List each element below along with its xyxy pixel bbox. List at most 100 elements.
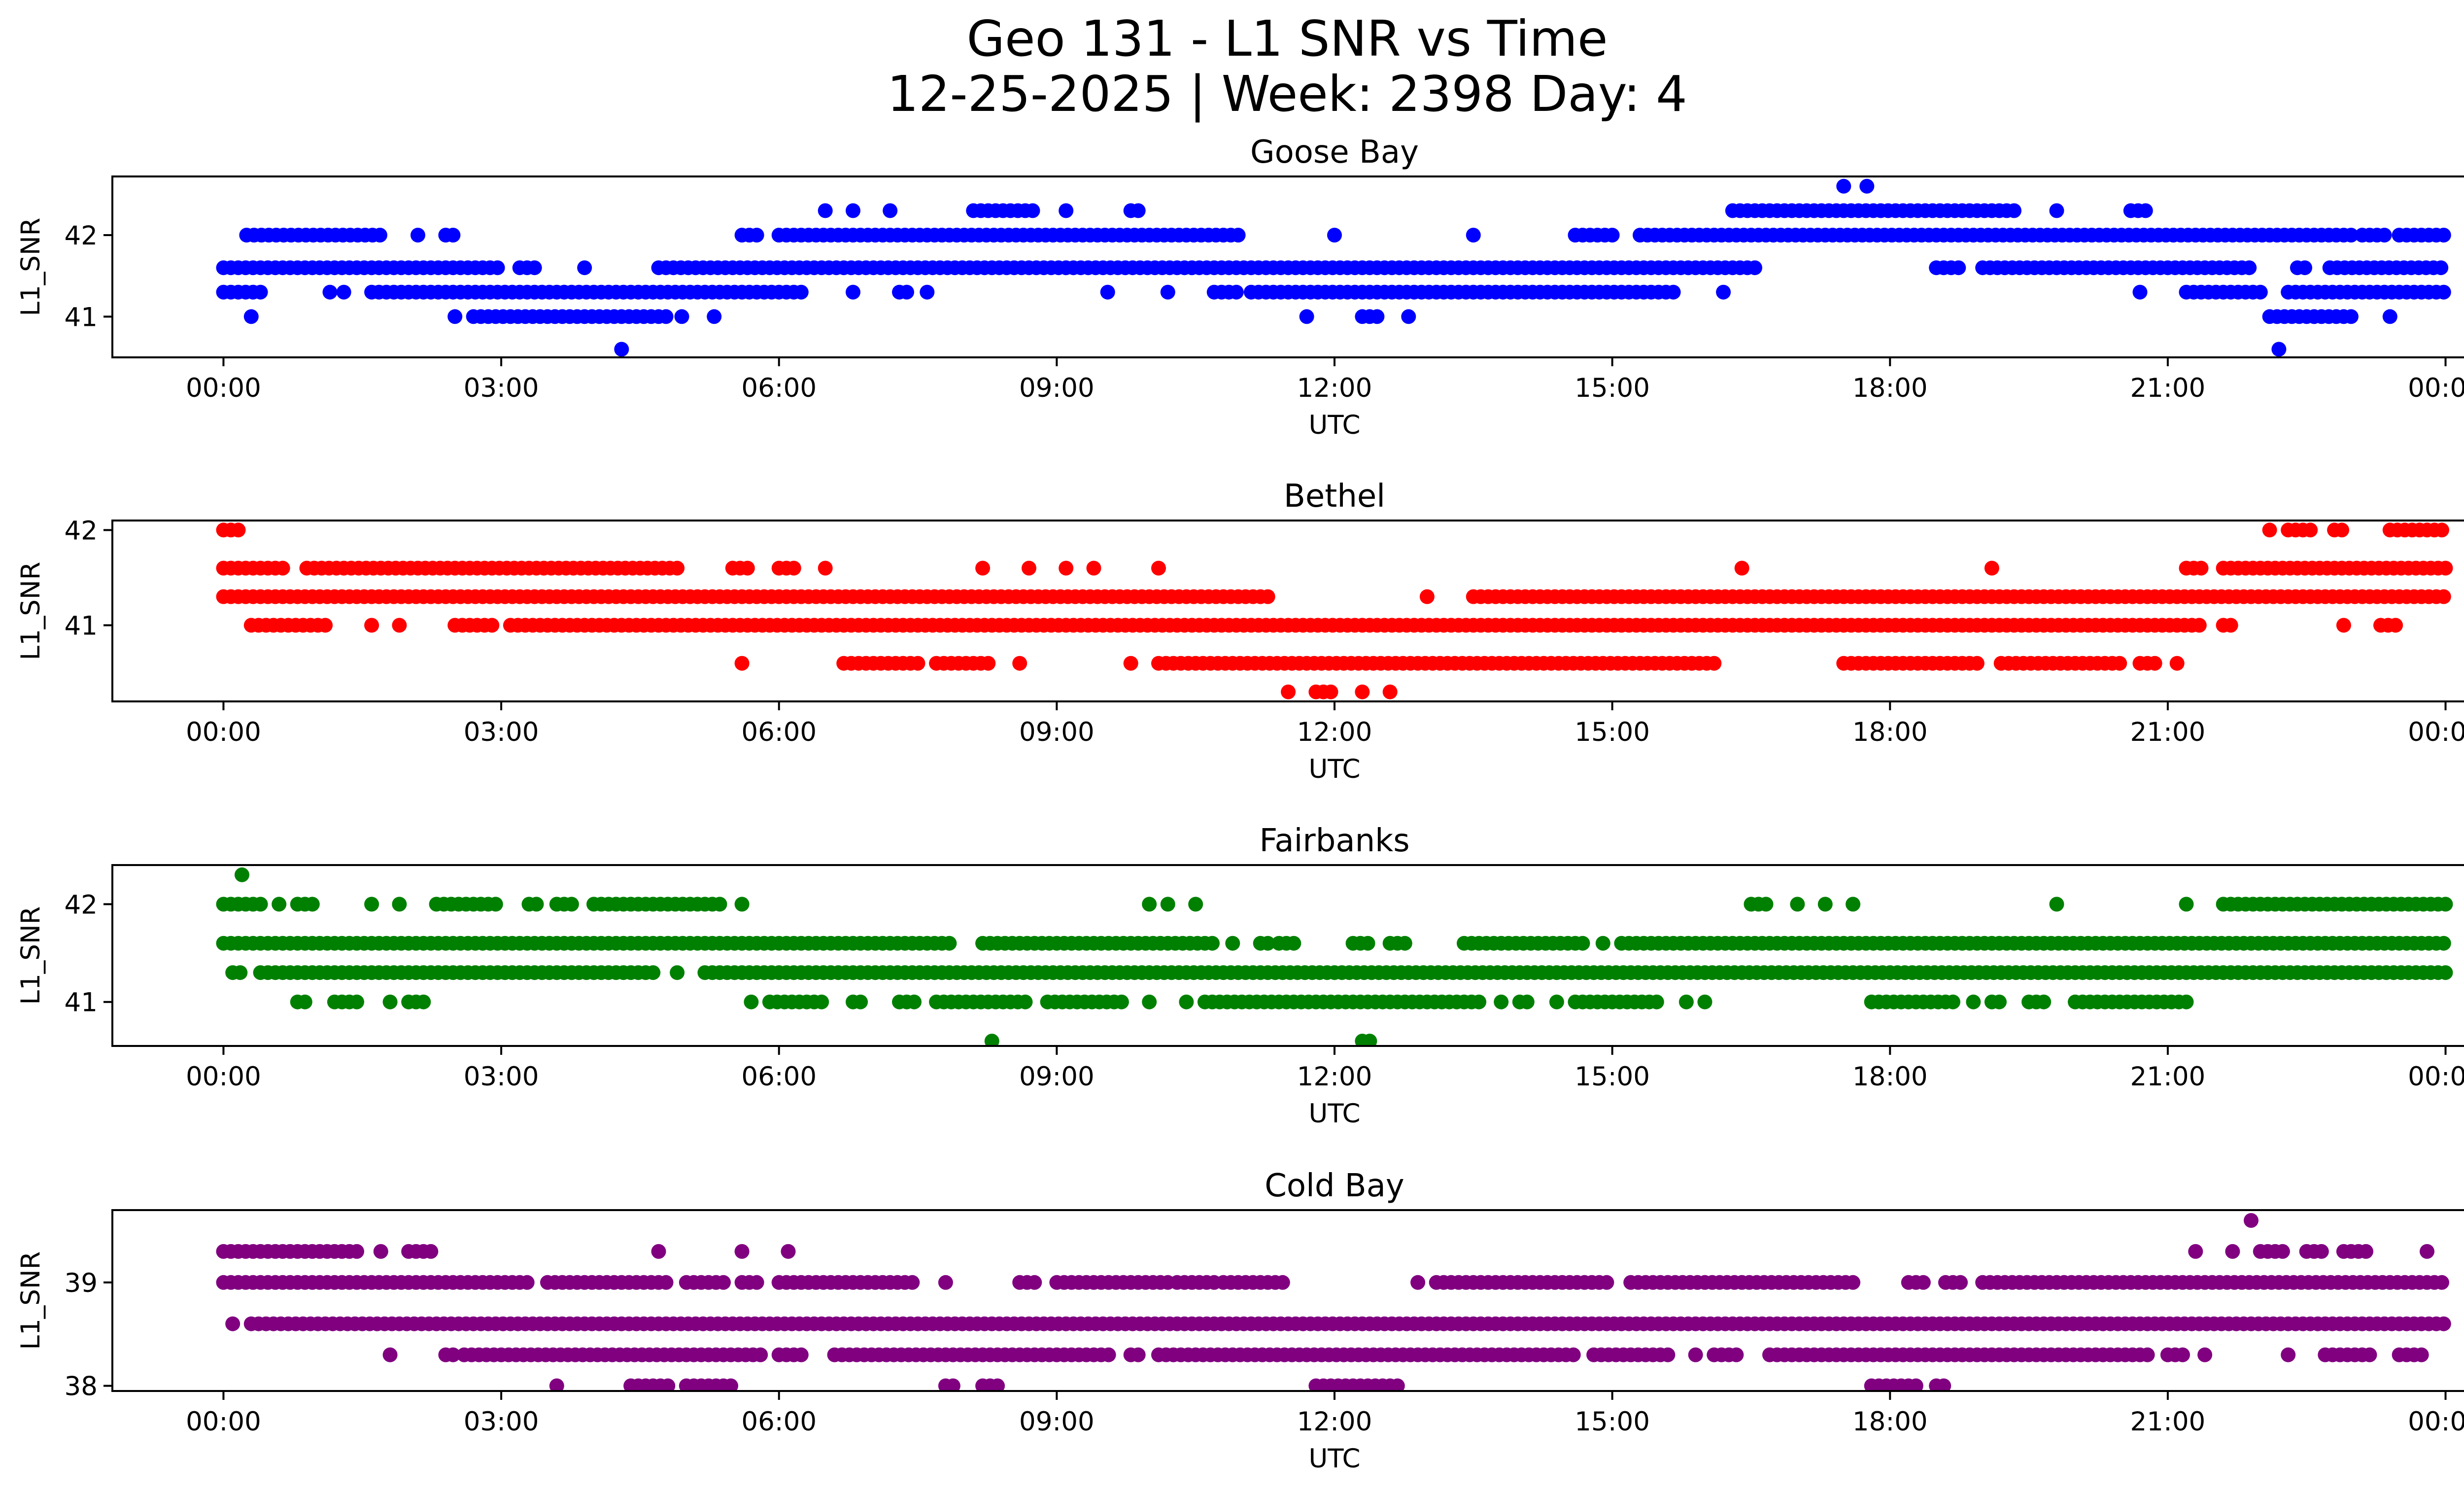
data-point (2433, 260, 2449, 276)
data-point (990, 1378, 1005, 1391)
data-point (818, 203, 833, 218)
data-point (1012, 656, 1027, 671)
data-point (382, 994, 398, 1009)
y-axis-label: L1_SNR (16, 562, 46, 661)
x-tick-label: 06:00 (741, 1407, 817, 1437)
data-point (2049, 897, 2064, 912)
data-point (1142, 897, 1157, 912)
data-point (2223, 618, 2238, 633)
y-axis-label: L1_SNR (16, 218, 46, 316)
x-tick-label: 00:00 (186, 1062, 261, 1092)
data-point (322, 284, 338, 300)
data-point (749, 228, 764, 243)
data-point (2191, 618, 2207, 633)
data-point (2334, 522, 2350, 538)
data-point (707, 309, 722, 324)
data-point (1205, 936, 1220, 951)
y-tick-label: 38 (65, 1372, 98, 1402)
data-point (2193, 560, 2209, 576)
x-tick-label: 15:00 (1574, 1407, 1650, 1437)
data-point (1946, 994, 1960, 1009)
data-point (646, 965, 661, 980)
data-point (2244, 1213, 2259, 1228)
x-tick-label: 12:00 (1297, 1407, 1372, 1437)
data-point (975, 560, 991, 576)
axes-frame (111, 1209, 2464, 1392)
data-point (564, 897, 579, 912)
data-point (1758, 897, 1774, 912)
data-point (1123, 656, 1138, 671)
data-point (392, 618, 407, 633)
data-point (2007, 203, 2021, 218)
data-point (1231, 228, 1246, 243)
x-axis-label: UTC (1308, 1099, 1360, 1129)
y-tick-label: 42 (65, 890, 98, 920)
data-point (1916, 1275, 1931, 1290)
data-point (1027, 1275, 1042, 1290)
data-point (920, 284, 935, 300)
data-point (2175, 1347, 2190, 1362)
data-point (2049, 203, 2064, 218)
x-tick-label: 15:00 (1574, 373, 1650, 403)
data-point (670, 965, 685, 980)
data-point (1114, 994, 1129, 1009)
data-point (488, 897, 503, 912)
data-point (945, 1378, 960, 1391)
axes-frame (111, 864, 2464, 1047)
x-tick-label: 21:00 (2130, 1407, 2206, 1437)
data-point (1747, 260, 1762, 276)
panel-goose-bay: Goose Bay 00:00 03:00 06:00 09:00 12:00 15:00 1… (16, 134, 2464, 440)
data-point (1419, 589, 1435, 604)
data-point (484, 618, 500, 633)
data-point (1605, 228, 1620, 243)
data-point (853, 994, 868, 1009)
data-point (297, 994, 312, 1009)
data-point (392, 897, 407, 912)
data-point (305, 897, 320, 912)
data-point (2275, 1244, 2290, 1259)
data-point (660, 1378, 676, 1391)
data-point (1966, 994, 1981, 1009)
data-point (1688, 1347, 1703, 1362)
data-point (814, 994, 829, 1009)
data-point (1130, 1347, 1146, 1362)
x-tick-label: 12:00 (1297, 373, 1372, 403)
x-tick-label: 12:00 (1297, 717, 1372, 747)
x-tick-label: 18:00 (1852, 373, 1928, 403)
data-point (2179, 897, 2194, 912)
y-tick-label: 41 (65, 988, 98, 1018)
data-point (818, 560, 833, 576)
data-point (1969, 656, 1985, 671)
x-tick-label: 15:00 (1574, 717, 1650, 747)
data-point (2359, 1244, 2373, 1259)
x-tick-label: 18:00 (1852, 1062, 1928, 1092)
x-tick-label: 09:00 (1019, 1062, 1095, 1092)
x-tick-label: 18:00 (1852, 1407, 1928, 1437)
data-point (2303, 522, 2318, 538)
x-tick-label: 00:00 (2408, 1407, 2464, 1437)
data-point (1697, 994, 1712, 1009)
data-point (1953, 1275, 1968, 1290)
data-point (907, 994, 922, 1009)
data-point (899, 284, 914, 300)
data-point (846, 203, 860, 218)
data-point (1466, 228, 1481, 243)
data-point (1025, 203, 1040, 218)
data-point (1281, 684, 1296, 699)
data-point (272, 897, 287, 912)
data-point (793, 284, 809, 300)
data-point (275, 560, 290, 576)
data-point (651, 1244, 666, 1259)
data-point (529, 897, 544, 912)
data-point (781, 1244, 796, 1259)
data-point (1130, 203, 1146, 218)
data-point (1299, 309, 1314, 324)
panel-title: Cold Bay (1265, 1168, 1404, 1204)
data-point (984, 1034, 999, 1046)
data-point (243, 309, 259, 324)
panel-title: Goose Bay (1250, 134, 1419, 171)
data-point (1101, 1347, 1116, 1362)
scatter-series (216, 178, 2451, 357)
data-point (2197, 1347, 2213, 1362)
figure-title-line-1: Geo 131 - L1 SNR vs Time (967, 10, 1608, 68)
